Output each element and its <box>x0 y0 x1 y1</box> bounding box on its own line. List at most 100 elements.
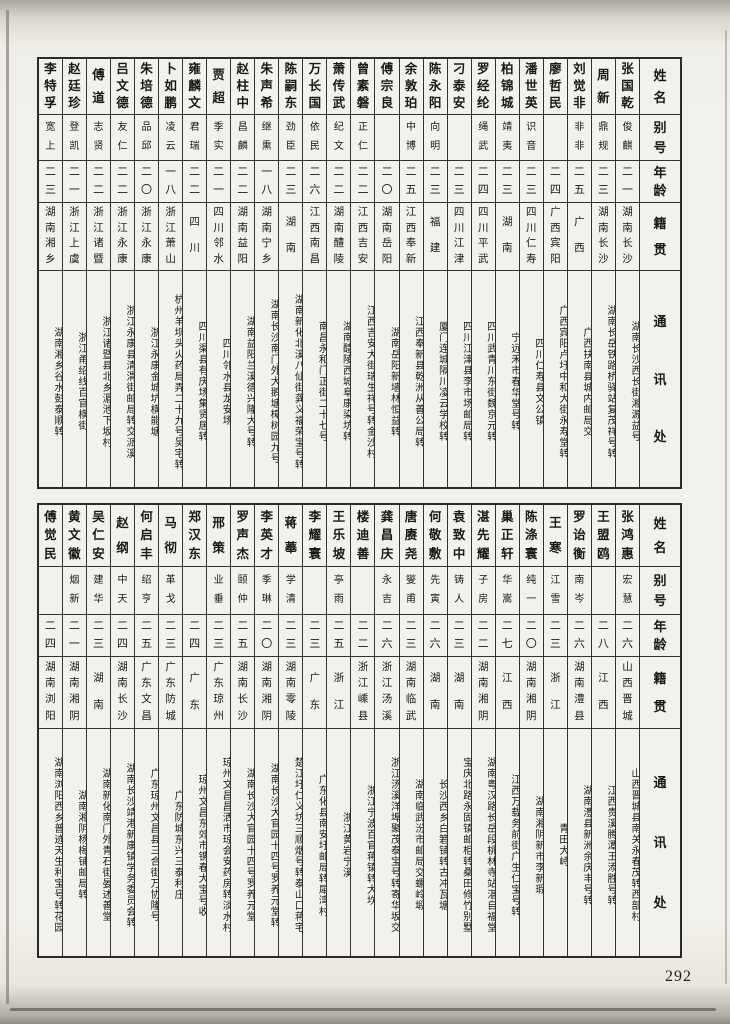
person-origin: 浙江诸暨 <box>86 203 110 271</box>
row-header-alias: 别号 <box>640 567 680 615</box>
person-origin: 湖南临武 <box>399 657 423 729</box>
row-header-origin: 籍贯 <box>640 203 680 271</box>
person-name: 吴仁安 <box>86 505 110 567</box>
directory-table-top: 姓名别号年龄籍贯通讯处张国乾俊麒二一湖南长沙湖南长沙西长街湘源益号周新鼎规二三湖… <box>37 57 682 489</box>
person-alias: 烟新 <box>62 567 86 615</box>
person-name: 楼迪善 <box>351 505 375 567</box>
row-header-address: 通讯处 <box>653 314 667 444</box>
person-age: 二三 <box>495 161 519 203</box>
person-age: 二六 <box>375 615 399 657</box>
person-name: 巢正轩 <box>495 505 519 567</box>
person-origin: 浙江永康 <box>135 203 159 271</box>
person-origin: 浙江永康 <box>110 203 135 271</box>
person-name: 湛先耀 <box>471 505 495 567</box>
person-name: 朱声希 <box>255 59 279 115</box>
person-age: 二三 <box>207 615 231 657</box>
person-address: 杭州羊坝头火药局弄二十九号吴宅转 <box>172 293 183 470</box>
person-origin: 湖南宁乡 <box>255 203 279 271</box>
person-name: 袁致中 <box>447 505 471 567</box>
directory-table-bottom: 姓名别号年龄籍贯通讯处张鸿惠宏慧二六山西晋城山西晋城县南关永春茂转西部村王盟鸥二… <box>37 503 682 958</box>
person-address: 宁远禾市春华堂号转 <box>508 332 519 431</box>
person-age: 一八 <box>255 161 279 203</box>
person-origin: 广东琼州 <box>207 657 231 729</box>
person-origin: 江西奉新 <box>399 203 423 271</box>
row-header-age: 年龄 <box>640 161 680 203</box>
person-age: 一八 <box>159 161 183 203</box>
person-column: 柏锦城靖夷二三湖南宁远禾市春华堂号转 <box>495 59 520 487</box>
row-header-name: 姓名 <box>640 505 680 567</box>
person-column: 李耀寰二三广东广东化县南安圩邮局转犀湾村 <box>303 505 328 956</box>
person-column: 蒋菶学清二三湖南零陵楚江圩仁义坊三顺烟号转泰山口蒋宅 <box>279 505 304 956</box>
person-name: 万长国 <box>303 59 327 115</box>
person-column: 傅宗良二〇湖南岳阳湖南岳阳新墙林恒益转 <box>375 59 400 487</box>
person-age: 二五 <box>567 161 591 203</box>
person-name: 何启丰 <box>135 505 159 567</box>
person-address: 广东防城东兴三泰利庄 <box>172 790 183 900</box>
person-age: 二六 <box>423 615 447 657</box>
person-address: 琼州文昌昌洒市琼会安药房转淡水村 <box>220 757 231 933</box>
person-age: 二六 <box>567 615 591 657</box>
person-alias <box>183 567 207 615</box>
person-alias: 向明 <box>423 115 447 161</box>
person-age: 二一 <box>62 161 86 203</box>
person-address: 湖南浏阳西乡普迹天生利宝号转花园 <box>51 757 62 933</box>
person-origin: 江西吉安 <box>351 203 375 271</box>
person-column: 何启丰绍亨二五广东文昌广东琼州文昌县三合街万协隆号 <box>135 505 160 956</box>
person-column: 傅道志贤二二浙江诸暨浙江诸暨县北乡湄池下坂村 <box>86 59 111 487</box>
row-header-column: 姓名别号年龄籍贯通讯处 <box>640 59 680 487</box>
person-age: 二四 <box>38 615 62 657</box>
person-alias <box>591 567 615 615</box>
person-age: 二三 <box>447 615 471 657</box>
person-age: 二二 <box>351 161 375 203</box>
person-name: 萧传武 <box>327 59 351 115</box>
person-age: 二二 <box>110 161 135 203</box>
person-column: 罗声杰颐仲二五湖南长沙湖南长沙大官园十四号罗养元堂 <box>231 505 256 956</box>
person-alias: 志贤 <box>86 115 110 161</box>
person-address: 广西宾阳卢圩中和大街永寿堂转 <box>556 304 567 459</box>
person-alias: 子房 <box>471 567 495 615</box>
person-address: 楚江圩仁义坊三顺烟号转泰山口蒋宅 <box>292 757 303 933</box>
person-name: 余敦珀 <box>399 59 423 115</box>
person-name: 张鸿惠 <box>615 505 639 567</box>
person-address: 湖南粤汉路长岳段桃林寺站湛自福堂 <box>484 757 495 933</box>
person-column: 卜如鹏凌云一八浙江萧山杭州羊坝头火药局弄二十九号吴宅转 <box>159 59 184 487</box>
person-column: 马彻革戈二三广东防城广东防城东兴三泰利庄 <box>159 505 184 956</box>
person-alias: 昌麟 <box>231 115 255 161</box>
person-alias: 亭雨 <box>327 567 351 615</box>
person-name: 张国乾 <box>615 59 639 115</box>
person-alias <box>543 115 567 161</box>
person-address: 浙江永康金城坑横能塘 <box>148 326 159 437</box>
person-column: 王乐坡亭雨二五浙江浙江黄岩宁溪 <box>327 505 352 956</box>
person-column: 罗经纶绳武二四四川平武四川武青川东街魏京元转 <box>471 59 496 487</box>
person-alias: 纯一 <box>519 567 543 615</box>
person-origin: 湖南醴陵 <box>327 203 351 271</box>
person-age: 二二 <box>231 161 255 203</box>
person-address: 浙江诸暨县北乡湄池下坂村 <box>99 315 110 448</box>
person-address: 湖南长沙大官园十四号罗养元堂转 <box>268 762 279 928</box>
person-alias: 燮甫 <box>399 567 423 615</box>
person-origin: 浙江 <box>543 657 567 729</box>
row-header-age: 年龄 <box>640 615 680 657</box>
person-age: 二三 <box>543 615 567 657</box>
person-name: 邢策 <box>207 505 231 567</box>
person-alias: 南岑 <box>567 567 591 615</box>
person-address: 湖南长沙西长街湘源益号 <box>629 321 639 442</box>
person-column: 雍麟文君瑞二二四川四川渠县有庆场集贤居转 <box>183 59 208 487</box>
person-alias: 永吉 <box>375 567 399 615</box>
person-address: 南昌永和门正街二十七号 <box>316 321 327 442</box>
person-age: 二一 <box>615 161 639 203</box>
person-origin: 广西 <box>567 203 591 271</box>
person-age: 二三 <box>303 615 327 657</box>
person-address: 琼州文昌东郊市镌春大宝号收 <box>196 773 207 917</box>
person-column: 唐赓尧燮甫二三湖南临武湖南临武汾市邮局交螺岭塅 <box>399 505 424 956</box>
person-column: 楼迪善二二浙江嵊县浙江宁波百官蒋镇转大坎 <box>351 505 376 956</box>
person-age: 二四 <box>471 161 495 203</box>
person-age: 二〇 <box>135 161 159 203</box>
person-age: 二三 <box>591 161 615 203</box>
person-address: 湖南湘阴杨梅铺邮局转 <box>75 790 86 900</box>
row-header-column: 姓名别号年龄籍贯通讯处 <box>640 505 680 956</box>
person-age: 二三 <box>399 615 423 657</box>
person-alias: 江雪 <box>543 567 567 615</box>
person-address: 湖南新化北溪八仙街龚义福荣宝号转 <box>292 293 303 470</box>
